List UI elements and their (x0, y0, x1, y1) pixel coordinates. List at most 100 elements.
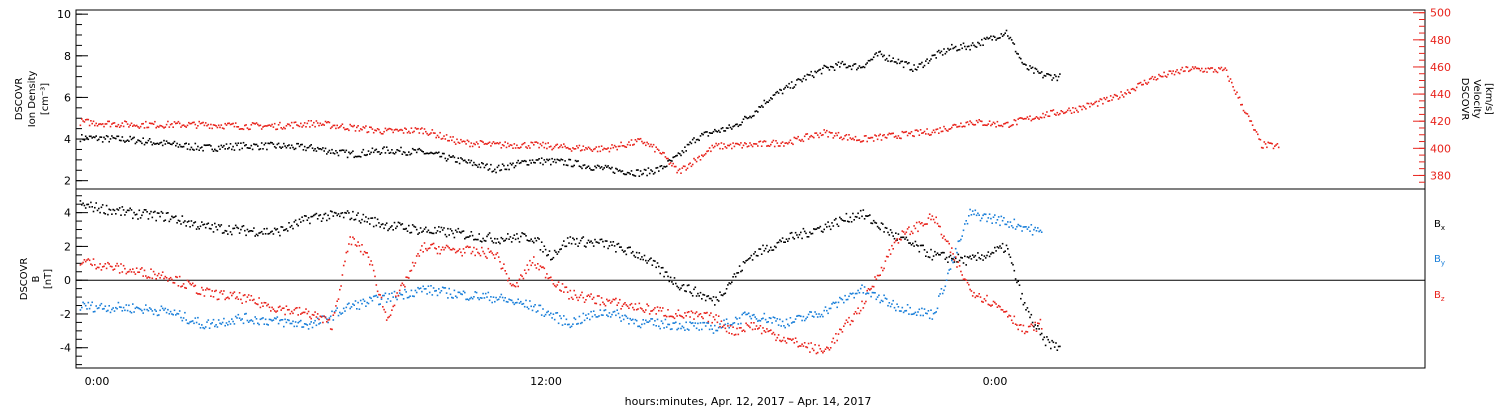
bx-point (1033, 325, 1035, 328)
bz-point (224, 298, 226, 301)
bz-point (169, 276, 172, 279)
bx-point (923, 249, 926, 251)
density-point (431, 152, 434, 154)
velocity-point (1082, 105, 1085, 107)
by-point (415, 291, 418, 294)
velocity-point (306, 122, 309, 125)
density-point (690, 142, 693, 145)
bz-point (451, 249, 453, 251)
by-point (922, 314, 924, 317)
by-point (177, 313, 180, 315)
density-point (436, 152, 439, 154)
bz-point (553, 284, 556, 287)
bz-point (845, 319, 848, 321)
density-point (171, 143, 173, 146)
velocity-point (193, 121, 195, 124)
velocity-point (1260, 146, 1263, 149)
bz-point (557, 281, 560, 283)
bz-point (889, 253, 892, 255)
density-point (314, 148, 316, 150)
density-point (981, 38, 983, 41)
bz-point (956, 266, 958, 268)
velocity-point (957, 125, 960, 128)
density-point (423, 152, 426, 155)
bx-point (827, 221, 829, 223)
bx-point (250, 230, 253, 232)
bx-point (83, 204, 86, 207)
density-point (335, 150, 337, 152)
velocity-point (1004, 122, 1006, 125)
bz-point (957, 261, 960, 263)
bz-point (81, 263, 83, 265)
velocity-point (1242, 109, 1245, 112)
bz-point (388, 315, 391, 318)
bx-point (122, 209, 125, 211)
density-point (441, 152, 444, 155)
density-point (408, 151, 410, 153)
bx-point (802, 227, 805, 230)
by-point (306, 324, 309, 326)
by-point (310, 321, 312, 323)
density-point (544, 161, 547, 163)
bx-point (361, 218, 363, 221)
by-point (168, 313, 171, 315)
density-point (882, 55, 884, 58)
bz-point (896, 238, 898, 240)
velocity-point (263, 125, 266, 127)
by-point (538, 304, 540, 307)
by-point (79, 309, 82, 311)
bx-point (475, 238, 478, 241)
density-point (826, 66, 828, 68)
by-point (391, 292, 393, 294)
bz-point (1001, 309, 1004, 311)
bz-point (660, 310, 663, 312)
bz-point (367, 256, 370, 258)
bz-point (342, 264, 345, 267)
bz-point (344, 260, 346, 263)
bz-point (789, 338, 792, 340)
bz-point (328, 318, 331, 321)
velocity-point (409, 132, 411, 134)
velocity-point (775, 140, 777, 142)
by-point (356, 308, 358, 310)
bz-point (728, 332, 730, 334)
bx-point (207, 222, 210, 225)
density-point (361, 151, 363, 154)
by-point (556, 312, 559, 314)
velocity-point (273, 122, 276, 125)
bz-point (826, 346, 828, 349)
by-point (773, 317, 776, 319)
velocity-point (1100, 98, 1103, 101)
by-point (1037, 227, 1039, 229)
velocity-point (1034, 117, 1036, 120)
velocity-point (982, 124, 984, 126)
by-point (650, 318, 652, 320)
density-point (350, 151, 353, 154)
by-point (337, 314, 340, 317)
bx-point (348, 212, 350, 214)
bz-point (642, 309, 644, 312)
bz-point (443, 248, 445, 251)
bz-point (711, 321, 713, 324)
by-point (176, 312, 178, 315)
velocity-point (870, 136, 872, 139)
density-point (1051, 79, 1053, 81)
bz-point (535, 267, 538, 269)
bz-point (335, 305, 337, 307)
bx-point (156, 212, 159, 214)
velocity-point (1172, 70, 1174, 72)
velocity-point (934, 131, 936, 134)
bx-point (585, 246, 587, 248)
bz-point (307, 310, 310, 313)
by-point (413, 295, 415, 298)
density-point (663, 165, 665, 168)
velocity-point (763, 140, 766, 142)
bz-point (294, 307, 297, 310)
density-point (372, 151, 375, 154)
density-point (587, 165, 590, 167)
by-point (746, 313, 749, 316)
by-point (664, 318, 667, 321)
density-point (596, 164, 599, 167)
bx-point (888, 234, 891, 236)
velocity-point (977, 121, 979, 124)
